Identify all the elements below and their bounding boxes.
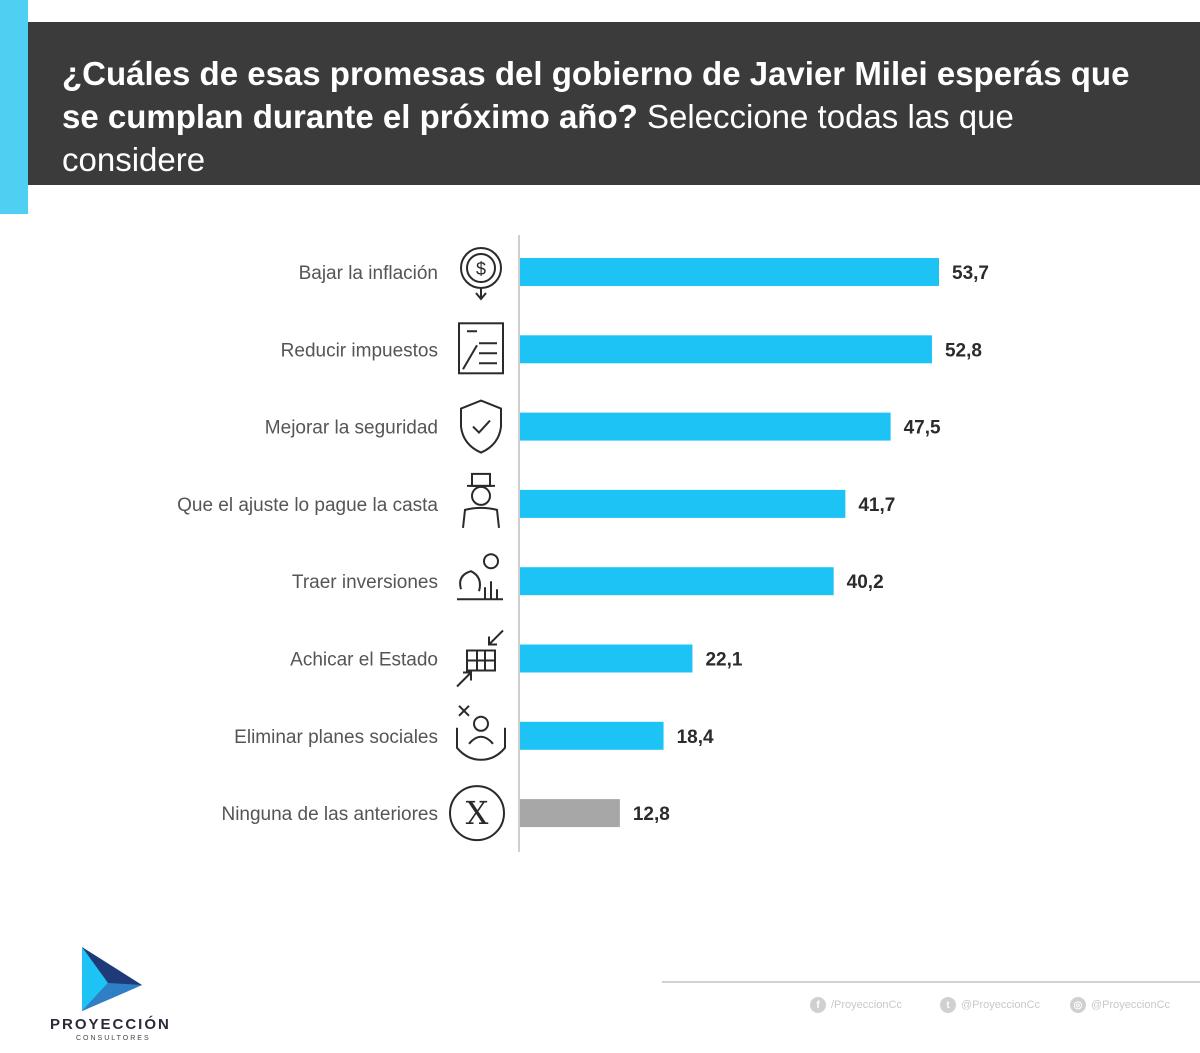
twitter-handle: @ProyeccionCc [961,999,1041,1011]
title-question: ¿Cuáles de esas promesas del gobierno de… [62,55,1130,135]
instagram-icon: ◎ [1070,997,1086,1013]
facebook-handle: /ProyeccionCc [831,999,902,1011]
remove-social-aid-icon [456,705,506,761]
tax-document-icon [458,322,504,375]
category-label: Que el ajuste lo pague la casta [177,495,438,516]
value-label: 12,8 [633,804,670,825]
twitter-link[interactable]: t @ProyeccionCc [940,997,1040,1013]
bar [520,412,891,441]
category-label: Ninguna de las anteriores [221,804,438,825]
category-label: Bajar la inflación [299,263,438,284]
accent-stripe [0,0,28,214]
bar [520,335,932,364]
value-label: 47,5 [904,418,941,439]
value-label: 40,2 [847,572,884,593]
facebook-icon: f [810,997,826,1013]
bar [520,799,620,828]
svg-text:$: $ [476,259,486,279]
investment-icon [457,553,503,601]
politician-icon [462,472,500,529]
proyeccion-logo [82,947,142,1011]
svg-text:X: X [466,794,489,832]
facebook-link[interactable]: f /ProyeccionCc [810,997,902,1013]
category-label: Reducir impuestos [281,340,438,361]
bar-chart: Bajar la inflación $53,7 Reducir impuestos… [177,235,989,852]
category-label: Eliminar planes sociales [234,727,438,748]
instagram-handle: @ProyeccionCc [1091,999,1171,1011]
chart-title: ¿Cuáles de esas promesas del gobierno de… [28,22,1200,185]
category-label: Traer inversiones [292,572,438,593]
bar [520,258,939,286]
brand-name: PROYECCIÓN [50,1016,171,1033]
x-circle-icon: X [449,785,505,842]
value-label: 41,7 [858,495,895,516]
downsize-building-icon [456,629,504,688]
value-label: 22,1 [705,650,742,671]
brand-tagline: CONSULTORES [76,1035,151,1042]
dollar-down-icon: $ [460,247,502,301]
instagram-link[interactable]: ◎ @ProyeccionCc [1070,997,1170,1013]
footer-divider [662,981,1200,983]
bar [520,567,834,596]
shield-check-icon [460,399,502,454]
bar [520,489,846,518]
twitter-icon: t [940,997,956,1013]
category-label: Achicar el Estado [290,650,438,671]
title-instruction: Seleccione todas las que considere [62,98,1014,178]
value-label: 53,7 [952,263,989,284]
bar [520,644,693,673]
value-label: 52,8 [945,340,982,361]
value-label: 18,4 [677,727,714,748]
bar [520,721,664,750]
category-label: Mejorar la seguridad [265,418,438,439]
